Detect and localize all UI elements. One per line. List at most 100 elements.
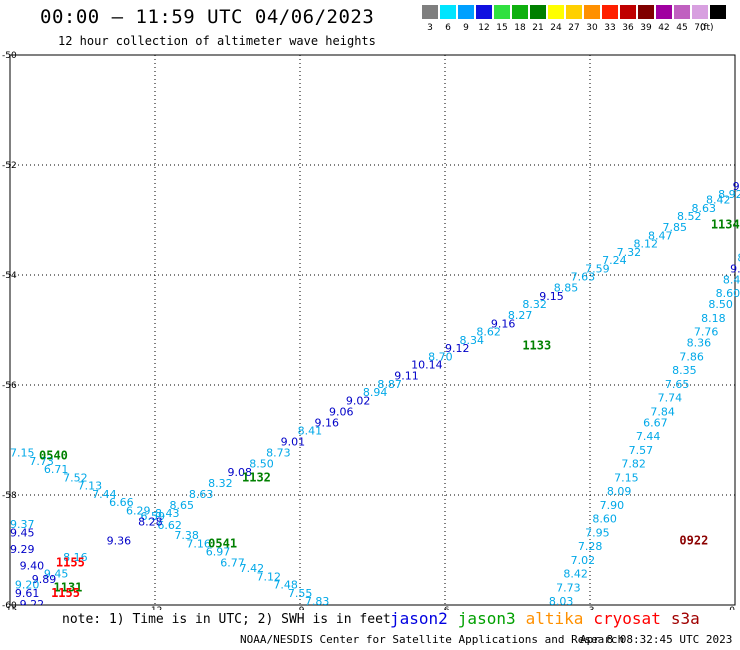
swh-value-label: 9.08 <box>228 466 253 479</box>
y-tick-label: -54 <box>2 271 17 281</box>
swh-value-label: 8.34 <box>460 334 485 347</box>
x-tick-label: -3 <box>586 606 595 610</box>
x-tick-label: 0 <box>729 606 735 610</box>
swh-value-label: 9.61 <box>15 587 40 600</box>
x-tick-label: -15 <box>3 606 18 610</box>
swh-value-label: 9.40 <box>20 559 44 572</box>
swh-value-label: 10.14 <box>411 359 443 372</box>
swh-value-label: 9.16 <box>315 416 340 429</box>
swh-value-label: 7.85 <box>663 221 688 234</box>
swh-value-label: 8.03 <box>549 595 574 608</box>
color-swatch <box>602 5 618 19</box>
swh-value-label: 9.36 <box>107 535 131 548</box>
swh-value-label: 7.13 <box>78 480 103 493</box>
swh-value-label: 9.02 <box>346 394 371 407</box>
swh-value-label: 7.55 <box>288 587 313 600</box>
legend-item-s3a: s3a <box>670 609 700 628</box>
color-swatch <box>458 5 474 19</box>
swh-value-label: 6.67 <box>643 416 668 429</box>
y-tick-label: -56 <box>2 381 17 391</box>
y-tick-label: -60 <box>2 601 17 610</box>
swh-value-label: 7.86 <box>679 350 704 363</box>
color-swatch <box>692 5 708 19</box>
swh-value-label: 9.11 <box>394 370 419 383</box>
color-scale-label: 36 <box>622 23 634 33</box>
pass-time-label: 0541 <box>208 536 237 550</box>
swh-value-label: 7.74 <box>658 392 683 405</box>
swh-value-label: 9.55 <box>733 180 740 193</box>
swh-value-label: 9.37 <box>10 518 35 531</box>
swh-value-label: 7.12 <box>257 570 282 583</box>
color-scale-label: 70 <box>694 23 706 33</box>
color-scale-unit: (ft) <box>700 23 714 33</box>
map-frame <box>9 54 736 606</box>
swh-value-label: 8.48 <box>723 273 740 286</box>
swh-value-label: 8.87 <box>377 378 402 391</box>
pass-time-label: 1155 <box>56 556 85 570</box>
swh-value-label: 8.92 <box>718 188 740 201</box>
satellite-legend: jason2 jason3 altika cryosat s3a <box>390 609 710 628</box>
color-scale-label: 24 <box>550 23 562 33</box>
color-swatch <box>476 5 492 19</box>
swh-value-label: 8.47 <box>648 229 673 242</box>
color-swatch <box>422 5 438 19</box>
swh-value-label: 7.52 <box>63 471 88 484</box>
pass-time-label: 1134 <box>711 217 740 231</box>
swh-value-label: 8.62 <box>476 326 501 339</box>
swh-value-label: 6.66 <box>109 496 134 509</box>
color-swatch <box>494 5 510 19</box>
swh-value-label: 8.52 <box>677 210 702 223</box>
swh-value-label: 8.50 <box>249 458 274 471</box>
swh-value-label: 9.29 <box>10 543 35 556</box>
swh-value-label: 7.02 <box>571 554 596 567</box>
color-scale-label: 45 <box>676 23 688 33</box>
swh-value-label: 7.26 <box>322 603 347 610</box>
pass-time-label: 1133 <box>522 338 551 352</box>
color-scale-label: 33 <box>604 23 616 33</box>
swh-value-label: 8.35 <box>672 364 697 377</box>
footnote: note: 1) Time is in UTC; 2) SWH is in fe… <box>62 612 391 627</box>
swh-value-label: 8.12 <box>634 238 659 251</box>
swh-value-label: 7.24 <box>602 254 627 267</box>
x-tick-label: -6 <box>441 606 450 610</box>
swh-value-label: 8.94 <box>363 386 388 399</box>
swh-value-label: 8.60 <box>592 513 617 526</box>
swh-value-label: 7.42 <box>240 562 264 575</box>
swh-value-label: 8.36 <box>687 337 712 350</box>
color-scale-label: 15 <box>496 23 508 33</box>
legend-item-jason2: jason2 <box>390 609 448 628</box>
swh-value-label: 8.16 <box>63 551 88 564</box>
swh-value-label: 7.16 <box>186 537 211 550</box>
legend-item-cryosat: cryosat <box>593 609 661 628</box>
swh-value-label: 7.28 <box>578 540 603 553</box>
swh-value-label: 7.73 <box>29 455 54 468</box>
swh-value-label: 7.15 <box>614 471 639 484</box>
swh-value-label: 9.22 <box>20 598 44 610</box>
swh-value-label: 6.59 <box>141 510 166 523</box>
legend-item-altika: altika <box>525 609 584 628</box>
swh-value-label: 7.48 <box>273 579 298 592</box>
swh-value-label: 8.42 <box>706 194 731 207</box>
color-scale-label: 21 <box>532 23 544 33</box>
legend-item-jason3: jason3 <box>457 609 516 628</box>
swh-value-label: 7.15 <box>10 447 35 460</box>
swh-value-label: 8.43 <box>155 507 180 520</box>
color-scale-label: 6 <box>445 23 451 33</box>
swh-value-label: 9.12 <box>445 342 470 355</box>
swh-value-label: 7.83 <box>305 595 330 608</box>
swh-value-label: 7.32 <box>617 246 642 259</box>
swh-value-label: 8.63 <box>692 202 717 215</box>
swh-value-label: 9.16 <box>491 317 515 330</box>
color-swatch <box>656 5 672 19</box>
swh-value-label: 7.84 <box>650 405 675 418</box>
swh-value-label: 7.44 <box>636 430 661 443</box>
swh-value-label: 9.22 <box>730 262 740 275</box>
swh-value-label: 9.15 <box>539 290 564 303</box>
y-tick-label: -52 <box>2 161 17 171</box>
swh-value-label: 7.57 <box>629 444 654 457</box>
color-swatch <box>440 5 456 19</box>
swh-value-label: 9.01 <box>281 436 306 449</box>
pass-time-label: 0922 <box>679 534 708 548</box>
color-swatch <box>674 5 690 19</box>
swh-value-label: 8.28 <box>138 515 163 528</box>
